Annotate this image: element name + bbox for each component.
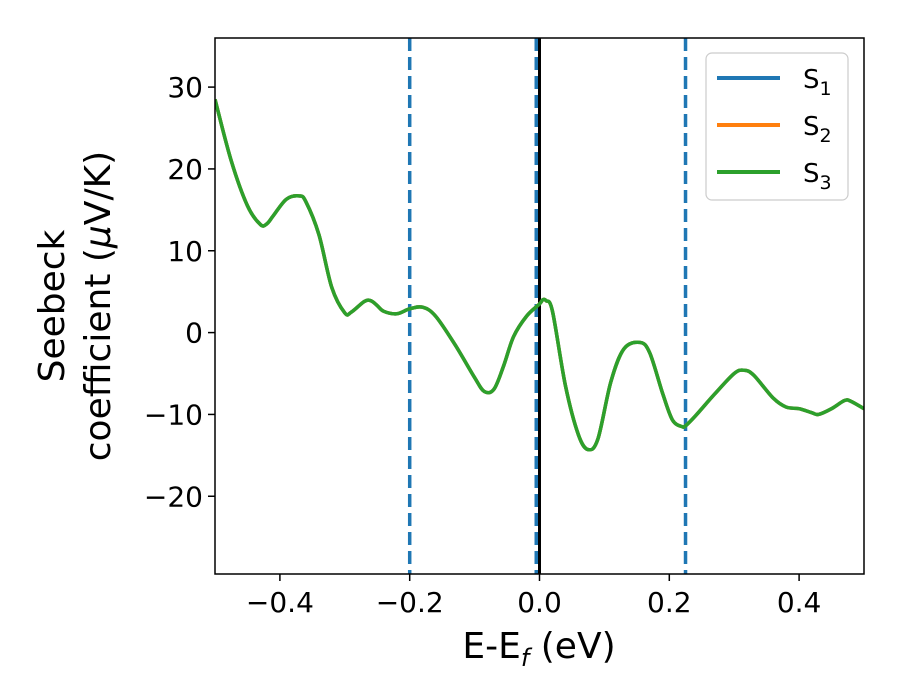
x-tick-label: 0.2 [647, 586, 692, 619]
y-axis-label: Seebeck coefficient (μV/K) [32, 151, 119, 461]
reference-lines [407, 38, 688, 574]
x-tick-label: 0.4 [777, 586, 822, 619]
legend-label-s3: S3 [803, 159, 832, 194]
y-tick-label: −10 [144, 398, 203, 431]
x-tick-label: −0.2 [376, 586, 444, 619]
y-axis-ticks: −20 −10 0 10 20 30 [144, 71, 215, 513]
series-line-s3 [215, 98, 864, 452]
legend: S1 S2 S3 [705, 52, 849, 201]
y-tick-label: 20 [167, 153, 203, 186]
x-tick-label: 0.0 [517, 586, 562, 619]
series-lines [215, 98, 864, 452]
legend-label-s1: S1 [803, 65, 832, 100]
y-axis-label-line1: Seebeck [32, 229, 73, 382]
x-tick-label: −0.4 [246, 586, 314, 619]
legend-label-s2: S2 [803, 112, 832, 147]
y-tick-label: −20 [144, 480, 203, 513]
y-tick-label: 10 [167, 235, 203, 268]
x-axis-label: E-Ef (eV) [462, 626, 615, 672]
y-tick-label: 0 [185, 317, 203, 350]
y-axis-label-line2: coefficient (μV/K) [78, 151, 119, 461]
x-axis-ticks: −0.4 −0.2 0.0 0.2 0.4 [246, 574, 821, 619]
y-tick-label: 30 [167, 71, 203, 104]
